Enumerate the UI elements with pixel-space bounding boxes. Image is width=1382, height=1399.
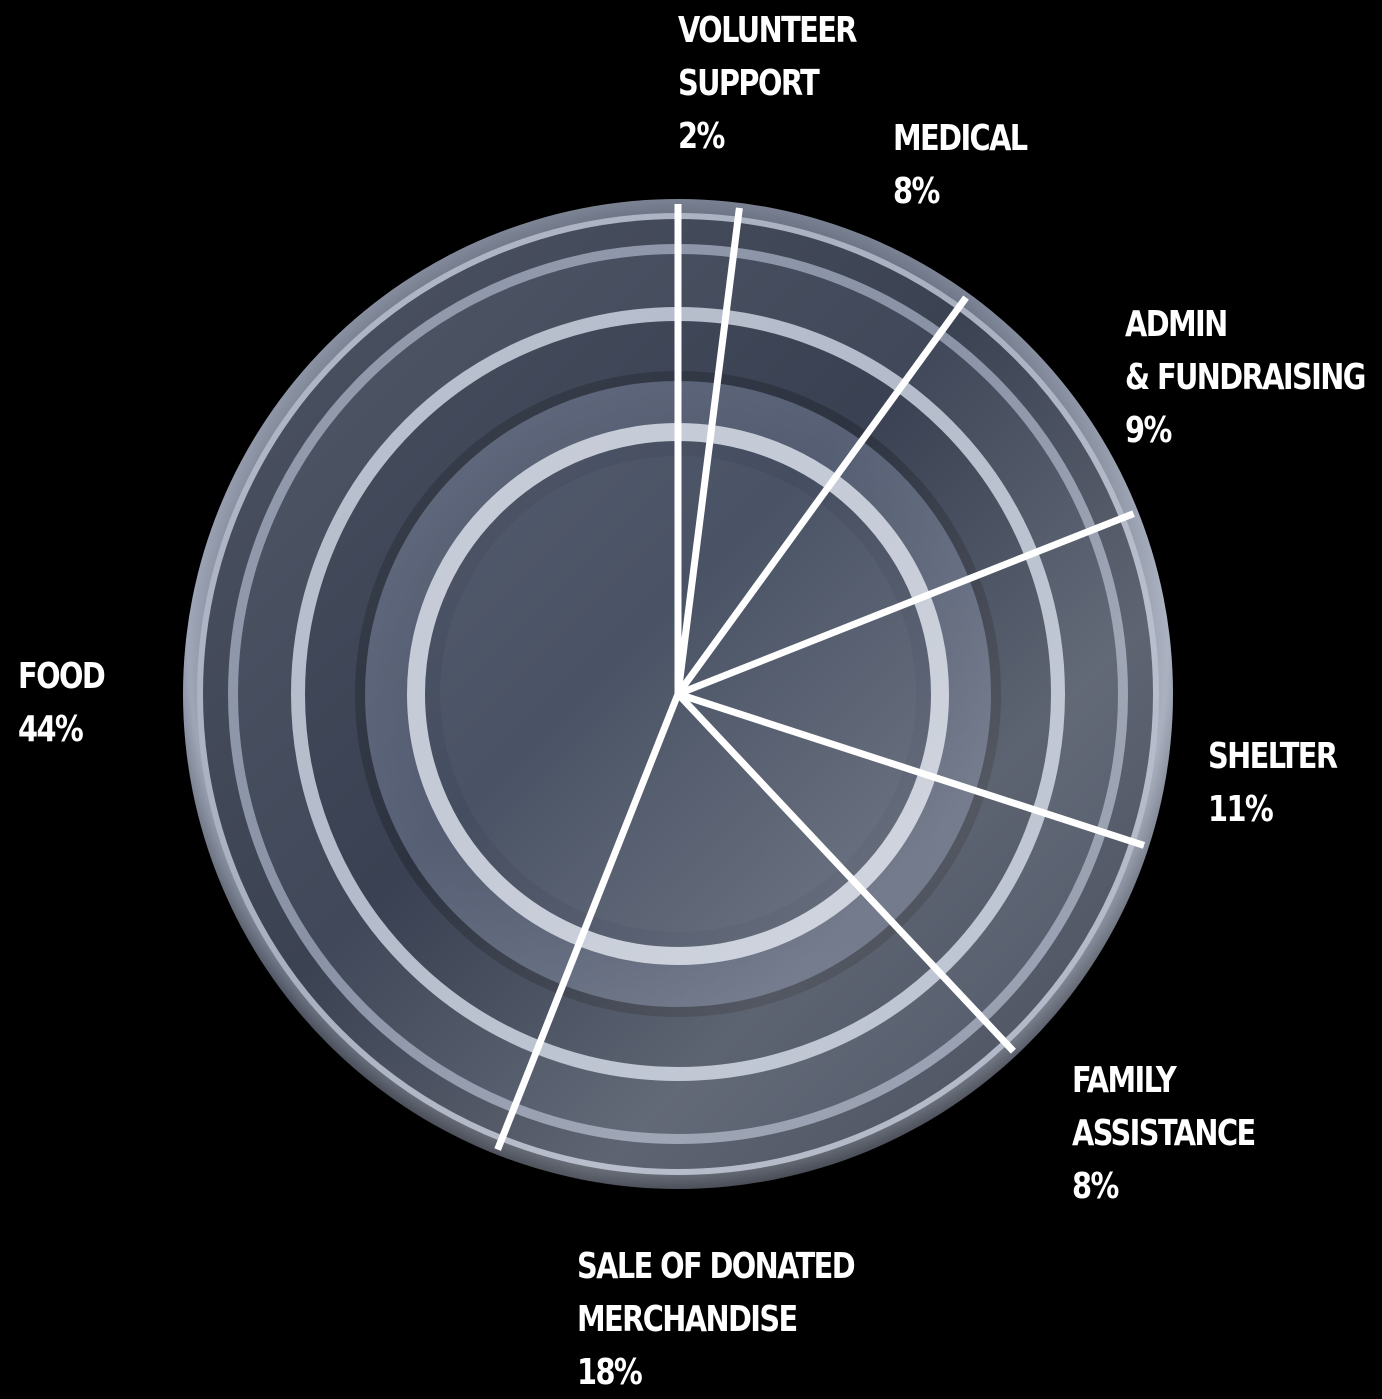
label-line: VOLUNTEER — [678, 10, 857, 51]
label-volunteer-support: VOLUNTEER SUPPORT 2% — [678, 4, 857, 163]
label-line: SHELTER — [1208, 736, 1338, 777]
slice-dividers — [494, 204, 1146, 1151]
label-percent: 11% — [1208, 789, 1274, 830]
label-line: SALE OF DONATED — [577, 1246, 856, 1287]
slice-divider-4 — [676, 510, 1135, 698]
label-percent: 8% — [893, 171, 940, 212]
label-line: MERCHANDISE — [577, 1299, 798, 1340]
slice-divider-6 — [675, 691, 1016, 1054]
label-shelter: SHELTER 11% — [1208, 730, 1338, 836]
label-line: FAMILY — [1072, 1060, 1177, 1101]
label-sale-of-donated-merchandise: SALE OF DONATED MERCHANDISE 18% — [577, 1240, 856, 1399]
label-percent: 44% — [18, 709, 84, 750]
slice-divider-5 — [676, 690, 1146, 849]
label-medical: MEDICAL 8% — [893, 112, 1028, 218]
label-percent: 2% — [678, 116, 725, 157]
label-food: FOOD 44% — [18, 650, 106, 756]
label-percent: 9% — [1125, 410, 1172, 451]
label-admin-fundraising: ADMIN & FUNDRAISING 9% — [1125, 298, 1366, 457]
label-line: & FUNDRAISING — [1125, 357, 1366, 398]
label-line: SUPPORT — [678, 63, 820, 104]
label-line: FOOD — [18, 656, 106, 697]
label-percent: 18% — [577, 1352, 643, 1393]
label-line: ADMIN — [1125, 304, 1228, 345]
label-family-assistance: FAMILY ASSISTANCE 8% — [1072, 1054, 1256, 1213]
label-percent: 8% — [1072, 1166, 1119, 1207]
slice-divider-2 — [674, 207, 743, 695]
slice-divider-3 — [675, 295, 969, 697]
slice-divider-7 — [494, 692, 682, 1151]
label-line: MEDICAL — [893, 118, 1028, 159]
label-line: ASSISTANCE — [1072, 1113, 1256, 1154]
